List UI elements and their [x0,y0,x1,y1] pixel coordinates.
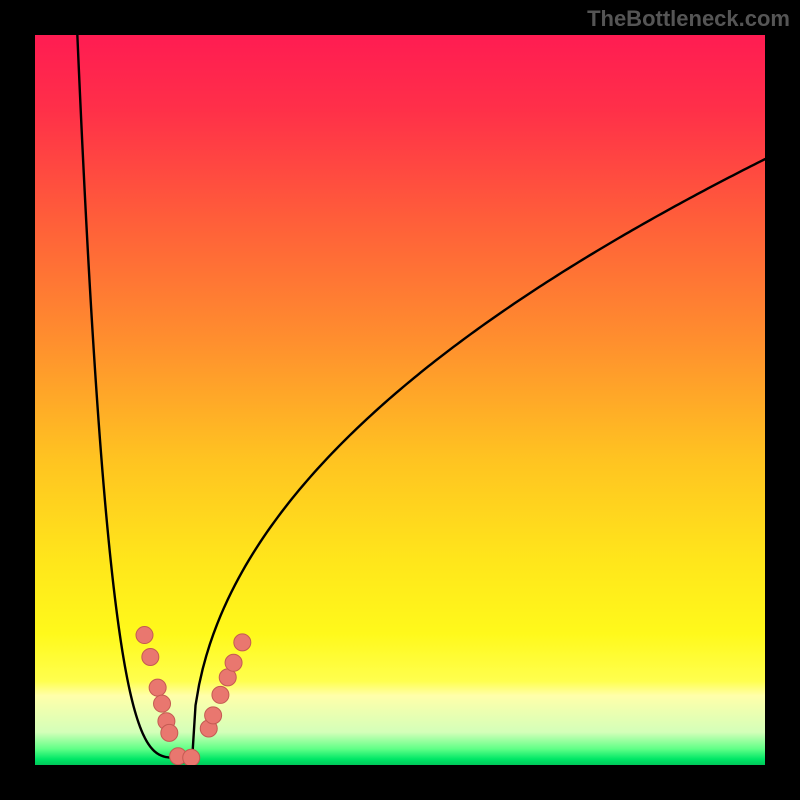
data-marker [149,679,166,696]
data-marker [205,707,222,724]
data-marker [142,648,159,665]
chart-frame: TheBottleneck.com [0,0,800,800]
data-marker [183,749,200,765]
plot-svg [35,35,765,765]
data-marker [234,634,251,651]
data-marker [136,627,153,644]
data-marker [225,654,242,671]
plot-area [35,35,765,765]
data-marker [154,695,171,712]
data-marker [161,724,178,741]
data-marker [212,686,229,703]
watermark-text: TheBottleneck.com [587,6,790,32]
